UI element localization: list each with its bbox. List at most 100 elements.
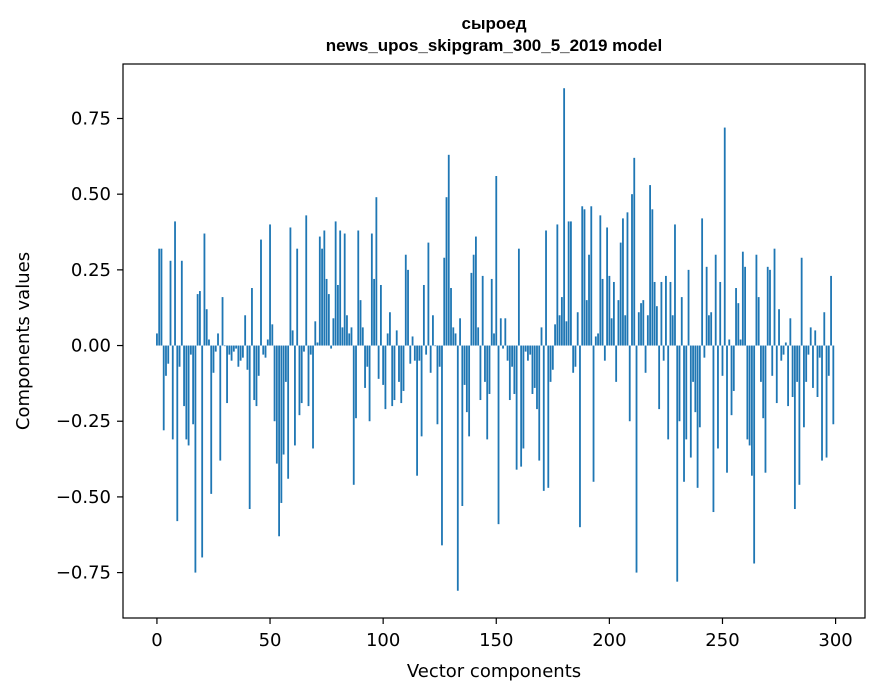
bar	[723, 127, 726, 346]
y-tick-label: 0.50	[71, 184, 111, 205]
bar	[520, 345, 523, 467]
bar	[287, 345, 290, 479]
bar	[603, 345, 606, 361]
bar	[459, 318, 461, 346]
bar	[789, 318, 792, 346]
bar	[637, 312, 640, 346]
bar	[266, 339, 269, 346]
bar	[696, 345, 699, 488]
bar	[411, 336, 414, 346]
bar	[465, 345, 468, 413]
bar	[407, 269, 409, 346]
bar	[585, 300, 588, 346]
bar	[228, 345, 231, 355]
bar	[294, 345, 296, 446]
bar	[176, 345, 179, 522]
x-tick-label: 250	[705, 630, 739, 651]
bar	[303, 345, 305, 352]
bar	[522, 345, 525, 449]
bar	[793, 345, 796, 510]
bar	[257, 345, 260, 376]
bar	[773, 248, 776, 346]
bar	[160, 248, 163, 346]
bar	[309, 345, 312, 355]
bar	[538, 345, 541, 461]
bar	[735, 288, 737, 346]
bar	[508, 345, 511, 401]
bar	[291, 330, 294, 346]
bar	[778, 309, 780, 346]
bar	[622, 218, 624, 346]
bar	[570, 221, 572, 346]
bar	[825, 345, 828, 458]
bar	[599, 215, 602, 346]
bar	[361, 327, 364, 346]
bar	[321, 248, 323, 346]
bar	[327, 294, 330, 346]
bar	[660, 281, 663, 346]
bar	[529, 345, 532, 355]
bar	[210, 345, 213, 494]
bar	[391, 345, 394, 407]
bar	[649, 185, 651, 346]
bar	[737, 303, 740, 346]
bar	[780, 345, 783, 361]
bar	[490, 278, 493, 346]
bar	[748, 345, 751, 446]
bar	[325, 278, 328, 346]
bar	[479, 345, 482, 401]
bar	[269, 224, 271, 346]
bar	[434, 345, 437, 347]
y-tick-label: −0.50	[56, 487, 111, 508]
bar	[771, 345, 774, 376]
bar	[511, 345, 513, 367]
bar	[393, 345, 396, 401]
x-axis-label: Vector components	[407, 661, 581, 682]
bar	[667, 345, 670, 440]
bar	[676, 345, 679, 582]
bar	[545, 230, 547, 346]
bar	[404, 254, 407, 346]
bar	[626, 212, 629, 346]
bar	[178, 345, 181, 367]
x-tick-label: 100	[366, 630, 400, 651]
bar	[642, 300, 645, 346]
bar	[450, 288, 452, 346]
bar	[712, 345, 715, 513]
bar	[262, 345, 265, 355]
bar	[357, 230, 360, 346]
bar	[698, 345, 701, 428]
x-tick-label: 150	[479, 630, 513, 651]
bar	[456, 345, 459, 591]
bar	[481, 275, 484, 346]
bar	[590, 206, 593, 346]
bar	[540, 327, 543, 346]
bar	[739, 339, 742, 346]
bar	[547, 345, 550, 488]
bar	[726, 345, 728, 473]
bar	[167, 345, 170, 364]
bar	[757, 297, 760, 346]
bar	[769, 269, 771, 346]
bar	[468, 345, 471, 437]
bar	[674, 224, 676, 346]
bar	[717, 345, 719, 449]
bar	[579, 345, 581, 528]
bar	[370, 233, 373, 346]
y-tick-label: −0.75	[56, 563, 111, 584]
bar	[764, 345, 767, 473]
x-axis-ticks: 0 50 100 150 200 250 300	[151, 618, 853, 651]
bar	[533, 345, 536, 388]
bar	[574, 345, 577, 367]
bar	[703, 345, 706, 358]
bar	[454, 333, 457, 346]
bar	[563, 88, 566, 346]
bar	[223, 345, 226, 347]
bar	[730, 345, 733, 416]
bar	[384, 345, 387, 410]
bar	[506, 345, 509, 361]
bar	[619, 242, 622, 346]
bar	[830, 275, 832, 346]
bar	[438, 345, 441, 367]
bar	[832, 345, 835, 425]
